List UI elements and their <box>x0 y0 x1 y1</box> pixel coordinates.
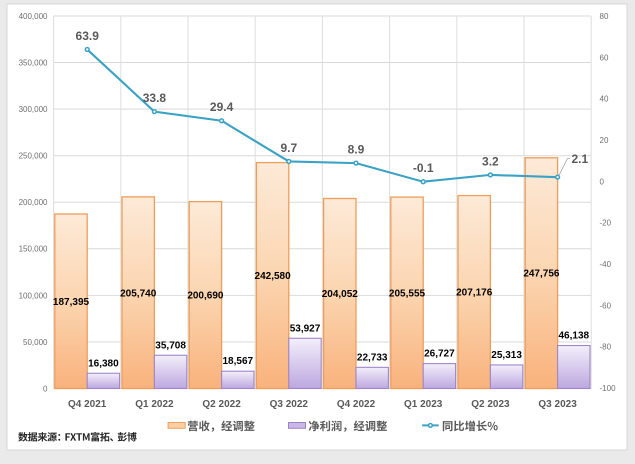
svg-text:350,000: 350,000 <box>19 58 48 67</box>
svg-text:150,000: 150,000 <box>19 245 48 254</box>
svg-text:0: 0 <box>43 384 48 393</box>
svg-text:35,708: 35,708 <box>155 340 186 351</box>
svg-text:300,000: 300,000 <box>19 105 48 114</box>
svg-text:3.2: 3.2 <box>482 154 499 168</box>
svg-text:-80: -80 <box>600 343 612 352</box>
svg-text:26,727: 26,727 <box>424 349 455 360</box>
svg-text:33.8: 33.8 <box>143 91 167 105</box>
svg-text:-40: -40 <box>600 260 612 269</box>
svg-text:Q2 2023: Q2 2023 <box>471 399 510 410</box>
svg-text:200,000: 200,000 <box>19 198 48 207</box>
svg-text:247,756: 247,756 <box>523 269 560 280</box>
svg-text:205,740: 205,740 <box>120 288 157 299</box>
svg-text:187,395: 187,395 <box>53 297 90 308</box>
svg-text:16,380: 16,380 <box>88 358 119 369</box>
svg-text:-100: -100 <box>600 384 617 393</box>
svg-text:100,000: 100,000 <box>19 291 48 300</box>
svg-text:2.1: 2.1 <box>572 152 589 166</box>
svg-text:0: 0 <box>600 177 605 186</box>
svg-text:242,580: 242,580 <box>255 271 292 282</box>
svg-text:Q4 2022: Q4 2022 <box>337 399 376 410</box>
svg-text:Q2 2022: Q2 2022 <box>202 399 241 410</box>
svg-text:Q4 2021: Q4 2021 <box>68 399 107 410</box>
svg-text:205,555: 205,555 <box>389 288 426 299</box>
svg-text:60: 60 <box>600 53 609 62</box>
svg-text:18,567: 18,567 <box>223 356 254 367</box>
svg-text:9.7: 9.7 <box>280 141 297 155</box>
svg-text:46,138: 46,138 <box>559 331 590 342</box>
svg-text:250,000: 250,000 <box>19 152 48 161</box>
svg-text:-0.1: -0.1 <box>413 161 434 175</box>
svg-text:-20: -20 <box>600 219 612 228</box>
svg-text:25,313: 25,313 <box>491 350 522 361</box>
svg-text:8.9: 8.9 <box>348 143 365 157</box>
svg-text:80: 80 <box>600 12 609 21</box>
svg-text:Q1 2023: Q1 2023 <box>404 399 443 410</box>
svg-text:Q3 2023: Q3 2023 <box>538 399 577 410</box>
svg-text:63.9: 63.9 <box>76 29 100 43</box>
svg-text:200,690: 200,690 <box>187 291 224 302</box>
svg-text:29.4: 29.4 <box>210 100 234 114</box>
svg-text:-60: -60 <box>600 301 612 310</box>
svg-text:50,000: 50,000 <box>23 338 48 347</box>
svg-text:20: 20 <box>600 136 609 145</box>
svg-text:Q3 2022: Q3 2022 <box>270 399 309 410</box>
svg-text:207,176: 207,176 <box>456 288 493 299</box>
svg-text:40: 40 <box>600 95 609 104</box>
svg-text:22,733: 22,733 <box>357 352 388 363</box>
svg-text:Q1 2022: Q1 2022 <box>135 399 174 410</box>
svg-text:400,000: 400,000 <box>19 12 48 21</box>
svg-text:204,052: 204,052 <box>322 289 359 300</box>
svg-text:53,927: 53,927 <box>290 323 321 334</box>
